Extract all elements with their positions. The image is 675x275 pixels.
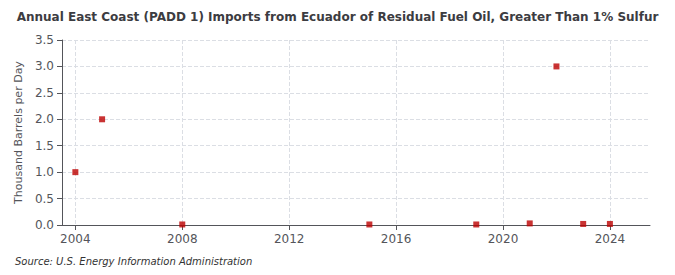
svg-text:2.5: 2.5 xyxy=(35,86,54,100)
svg-text:2012: 2012 xyxy=(274,232,305,246)
svg-text:2004: 2004 xyxy=(60,232,91,246)
svg-text:2008: 2008 xyxy=(167,232,198,246)
svg-text:0.5: 0.5 xyxy=(35,192,54,206)
svg-text:0.0: 0.0 xyxy=(35,218,54,232)
svg-text:Source: U.S. Energy Informatio: Source: U.S. Energy Information Administ… xyxy=(15,256,252,267)
svg-text:2020: 2020 xyxy=(488,232,519,246)
svg-text:Thousand Barrels per Day: Thousand Barrels per Day xyxy=(12,61,25,205)
svg-text:2024: 2024 xyxy=(595,232,626,246)
svg-text:1.5: 1.5 xyxy=(35,139,54,153)
svg-text:1.0: 1.0 xyxy=(35,165,54,179)
svg-text:Annual East Coast (PADD 1) Imp: Annual East Coast (PADD 1) Imports from … xyxy=(17,10,659,24)
svg-text:2.0: 2.0 xyxy=(35,112,54,126)
svg-text:2016: 2016 xyxy=(381,232,412,246)
svg-text:3.0: 3.0 xyxy=(35,59,54,73)
svg-text:3.5: 3.5 xyxy=(35,33,54,47)
